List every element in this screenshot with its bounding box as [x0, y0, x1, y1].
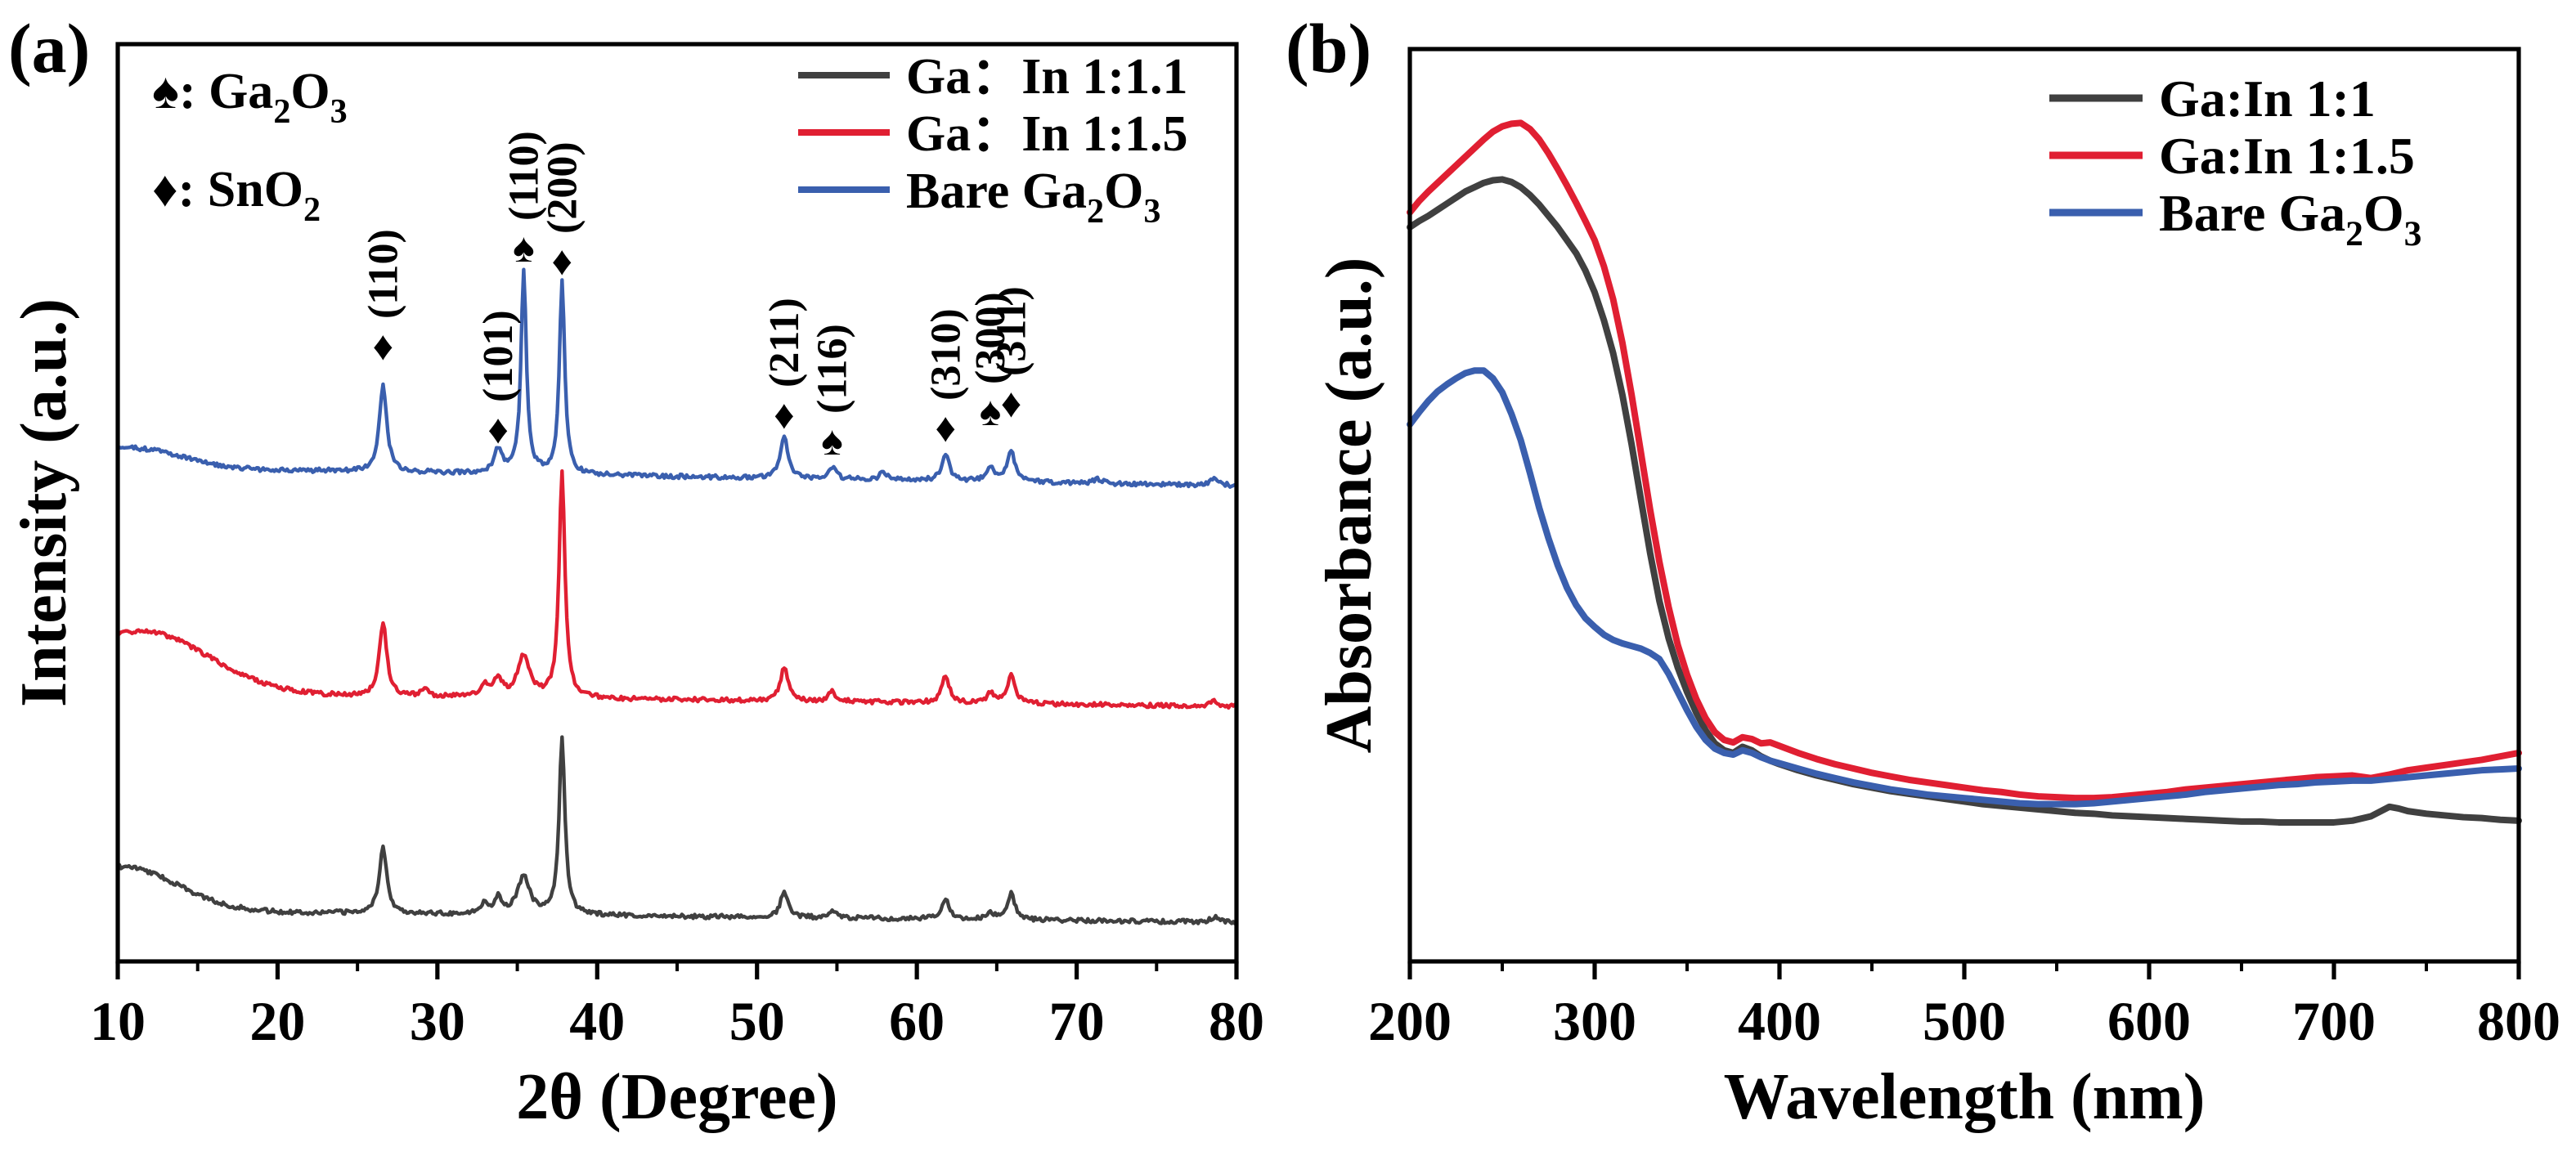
legend-label: Bare Ga2O3 [906, 164, 1160, 231]
x-tick-label: 400 [1738, 990, 1821, 1052]
x-axis-title-a: 2θ (Degree) [516, 1061, 837, 1133]
peak-annotations: ♦(110)♦(101)♠(110)♦(200)♦(211)♠(116)♦(31… [360, 131, 1034, 464]
peak-marker-diamond-icon: ♦ [936, 405, 957, 450]
peak-label: (101) [475, 310, 522, 402]
x-tick-label: 40 [569, 990, 625, 1052]
peak-label: (310) [922, 308, 969, 401]
x-tick-label: 30 [410, 990, 465, 1052]
peak-label: (110) [360, 229, 406, 319]
x-tick-label: 700 [2292, 990, 2376, 1052]
legend-label: Ga:In 1:1 [2159, 69, 2376, 128]
legend-label: Bare Ga2O3 [2159, 184, 2421, 253]
peak-label: (110) [500, 131, 547, 221]
panel-b-frame [1407, 47, 2521, 964]
peak-label: (116) [809, 324, 855, 414]
peak-label: (300) [967, 292, 1014, 384]
xrd-traces [118, 267, 1236, 926]
legend-label: Ga：In 1:1.5 [906, 106, 1187, 162]
peak-marker-diamond-icon: ♦ [1001, 380, 1022, 426]
y-axis-title-a: Intensity (a.u.) [8, 298, 80, 707]
panel-b-x-axis: 200 300 400 500 600 700 800 [1368, 961, 2560, 1052]
panel-a-xrd-chart: 10 20 30 40 50 60 70 80 2θ (Degree) Intensity (a.… [8, 42, 1264, 1133]
xrd-trace-blue [118, 267, 1236, 489]
panel-a-x-axis: 10 20 30 40 50 60 70 80 [90, 961, 1264, 1052]
peak-marker-diamond-icon: ♦ [373, 323, 394, 369]
x-tick-label: 800 [2477, 990, 2560, 1052]
x-tick-label: 70 [1049, 990, 1105, 1052]
x-tick-label: 200 [1368, 990, 1452, 1052]
legend-label: Ga:In 1:1.5 [2159, 127, 2415, 185]
peak-marker-diamond-icon: ♦ [774, 392, 795, 437]
peak-marker-spade-icon: ♠ [821, 418, 843, 464]
x-tick-label: 50 [729, 990, 785, 1052]
marker-key-spade: ♠: Ga2O3 [152, 64, 348, 131]
x-tick-label: 600 [2107, 990, 2191, 1052]
peak-marker-spade-icon: ♠ [980, 388, 1002, 434]
x-axis-title-b: Wavelength (nm) [1724, 1061, 2206, 1133]
peak-label: (211) [761, 298, 807, 388]
y-axis-title-b: Absorbance (a.u.) [1313, 258, 1385, 754]
xrd-trace-red [118, 468, 1236, 710]
peak-label: (311) [988, 286, 1034, 376]
panel-b-uvvis-chart: 200 300 400 500 600 700 800 Wavelength (nm) Abso… [1313, 47, 2560, 1133]
uvvis-curve-red [1407, 119, 2522, 802]
xrd-trace-black [118, 735, 1236, 926]
panel-a-label: (a) [8, 9, 91, 87]
marker-key-diamond: ♦: SnO2 [152, 162, 321, 229]
x-tick-label: 60 [889, 990, 945, 1052]
x-tick-label: 10 [90, 990, 146, 1052]
peak-marker-diamond-icon: ♦ [552, 238, 573, 284]
uvvis-curve-blue [1407, 367, 2522, 808]
x-tick-label: 20 [249, 990, 305, 1052]
uvvis-curve-black [1407, 176, 2522, 826]
panel-b-label: (b) [1286, 9, 1372, 87]
x-tick-label: 80 [1209, 990, 1264, 1052]
uvvis-curves [1407, 119, 2522, 826]
x-tick-label: 500 [1923, 990, 2006, 1052]
peak-marker-spade-icon: ♠ [513, 225, 535, 271]
peak-marker-diamond-icon: ♦ [487, 406, 509, 452]
peak-label: (200) [539, 141, 586, 234]
legend-label: Ga：In 1:1.1 [906, 49, 1187, 105]
x-tick-label: 300 [1553, 990, 1636, 1052]
